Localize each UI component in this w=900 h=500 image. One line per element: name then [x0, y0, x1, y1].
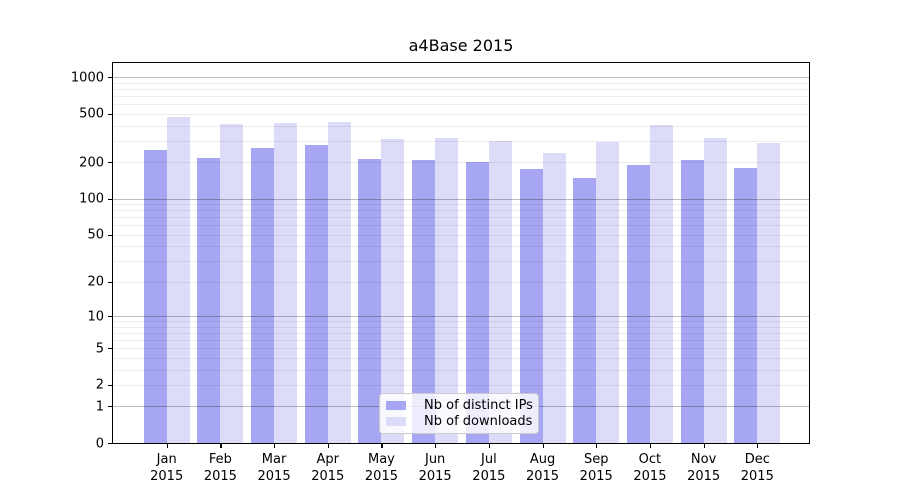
- legend-label: Nb of downloads: [424, 413, 533, 429]
- x-tick-label-nov: Nov 2015: [687, 452, 721, 484]
- x-tick-label-jul: Jul 2015: [472, 452, 506, 484]
- legend-swatch-downloads: [386, 416, 406, 426]
- y-tick-mark-200: [108, 162, 112, 164]
- legend-swatch-distinct-ips: [386, 401, 406, 411]
- y-tick-mark-10: [108, 316, 112, 318]
- bar-distinct-ips-jan: [143, 150, 167, 443]
- bar-downloads-jun: [435, 138, 459, 443]
- bar-distinct-ips-jul: [465, 161, 489, 443]
- bar-downloads-apr: [327, 121, 351, 443]
- x-tick-mark-jul: [488, 444, 491, 448]
- y-tick-label-2: 2: [95, 377, 104, 393]
- bar-distinct-ips-mar: [251, 148, 275, 443]
- y-tick-label-1: 1: [95, 399, 104, 415]
- x-tick-mark-feb: [220, 444, 222, 448]
- y-tick-label-0: 0: [95, 436, 104, 451]
- bar-distinct-ips-oct: [626, 164, 650, 443]
- x-tick-mark-mar: [274, 444, 276, 448]
- x-tick-mark-aug: [542, 444, 544, 448]
- bar-downloads-aug: [542, 153, 566, 443]
- x-tick-label-sep: Sep 2015: [579, 452, 613, 484]
- x-tick-label-dec: Dec 2015: [740, 452, 774, 484]
- bar-distinct-ips-aug: [519, 169, 543, 443]
- bar-distinct-ips-may: [358, 158, 382, 443]
- bar-distinct-ips-feb: [197, 158, 221, 443]
- bar-downloads-dec: [757, 143, 781, 443]
- y-tick-mark-0: [108, 443, 112, 445]
- x-tick-mark-jun: [435, 444, 437, 448]
- x-tick-mark-jan: [166, 444, 168, 448]
- y-tick-label-50: 50: [87, 227, 104, 243]
- x-tick-label-mar: Mar 2015: [257, 452, 291, 484]
- plot-area: Nb of distinct IPs Nb of downloads: [112, 62, 810, 444]
- x-tick-mark-apr: [327, 444, 329, 448]
- bar-downloads-feb: [220, 123, 244, 443]
- bar-downloads-oct: [649, 125, 673, 443]
- y-tick-mark-20: [108, 281, 112, 283]
- y-tick-mark-2: [108, 384, 112, 387]
- legend: Nb of distinct IPs Nb of downloads: [379, 393, 539, 434]
- chart-title: a4Base 2015: [408, 36, 514, 55]
- y-tick-mark-50: [108, 234, 112, 237]
- bar-downloads-may: [381, 139, 405, 443]
- y-tick-label-500: 500: [79, 106, 104, 122]
- legend-item-downloads: Nb of downloads: [386, 413, 533, 429]
- x-tick-label-jan: Jan 2015: [150, 452, 184, 484]
- x-tick-label-feb: Feb 2015: [203, 452, 237, 484]
- bar-downloads-jan: [166, 116, 190, 443]
- y-tick-mark-1000: [108, 77, 112, 79]
- y-tick-mark-5: [108, 348, 112, 350]
- bar-downloads-nov: [703, 138, 727, 443]
- x-tick-label-aug: Aug 2015: [525, 452, 560, 484]
- y-tick-label-1000: 1000: [70, 70, 104, 86]
- x-tick-mark-oct: [649, 444, 652, 448]
- y-tick-label-5: 5: [95, 341, 104, 357]
- y-tick-mark-100: [108, 198, 112, 200]
- x-tick-mark-dec: [757, 444, 759, 448]
- y-tick-label-200: 200: [79, 155, 104, 171]
- legend-item-distinct-ips: Nb of distinct IPs: [386, 398, 533, 414]
- bar-distinct-ips-dec: [734, 167, 758, 443]
- bar-distinct-ips-apr: [304, 144, 328, 443]
- bar-distinct-ips-sep: [573, 178, 597, 443]
- x-tick-label-may: May 2015: [364, 452, 398, 484]
- bar-distinct-ips-jun: [412, 160, 436, 443]
- bar-downloads-sep: [596, 141, 620, 443]
- y-tick-mark-500: [108, 113, 112, 116]
- bar-downloads-jul: [488, 141, 512, 443]
- x-tick-mark-nov: [703, 444, 705, 448]
- x-tick-label-jun: Jun 2015: [418, 452, 452, 484]
- y-tick-label-10: 10: [87, 309, 104, 325]
- legend-label: Nb of distinct IPs: [424, 398, 533, 414]
- x-tick-mark-sep: [596, 444, 598, 448]
- x-tick-label-oct: Oct 2015: [633, 452, 667, 484]
- bar-distinct-ips-nov: [680, 160, 704, 443]
- x-tick-label-apr: Apr 2015: [311, 452, 345, 484]
- x-tick-mark-may: [381, 444, 383, 448]
- y-tick-mark-1: [108, 406, 112, 408]
- bar-downloads-mar: [274, 123, 298, 443]
- y-tick-label-20: 20: [87, 274, 104, 290]
- y-tick-label-100: 100: [79, 191, 104, 207]
- bars-layer: [113, 63, 809, 443]
